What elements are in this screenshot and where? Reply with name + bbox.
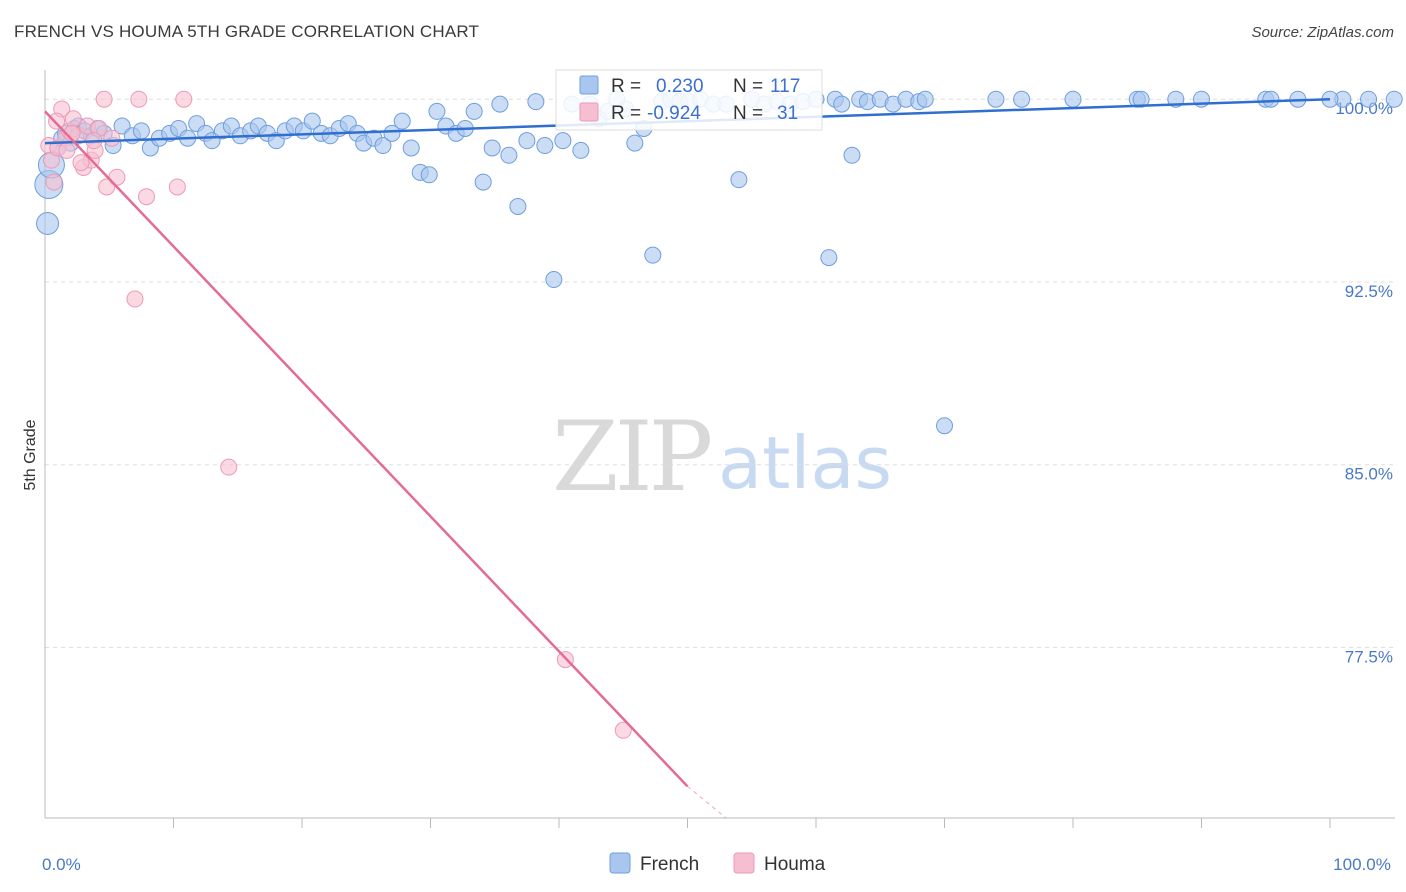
houma-trend-line [44, 110, 689, 788]
french-r-value: 0.230 [656, 76, 704, 97]
french-point [1385, 90, 1403, 108]
y-tick-label: 85.0% [1345, 465, 1393, 484]
french-point [545, 271, 563, 289]
french-n-label: N = [733, 76, 763, 97]
houma-point [614, 721, 632, 739]
french-point [474, 173, 492, 191]
bottom-legend-french-label: French [640, 854, 699, 875]
french-point [383, 124, 401, 142]
french-point [833, 95, 851, 113]
houma-n-label: N = [733, 103, 763, 124]
french-r-label: R = [611, 76, 641, 97]
french-point [527, 93, 545, 111]
french-point [500, 146, 518, 164]
houma-point [48, 112, 66, 130]
french-point [509, 197, 527, 215]
french-point [916, 90, 934, 108]
houma-point [95, 90, 113, 108]
french-point [1132, 90, 1150, 108]
y-tick-label: 77.5% [1345, 647, 1393, 666]
houma-point [168, 178, 186, 196]
houma-trend-extension [687, 785, 727, 819]
houma-n-value: 31 [777, 103, 798, 124]
y-tick-layer: 100.0%92.5%85.0%77.5% [1335, 99, 1393, 666]
houma-point [130, 90, 148, 108]
french-point [572, 141, 590, 159]
french-point [987, 90, 1005, 108]
stats-legend-box [555, 69, 823, 131]
french-point [465, 102, 483, 120]
houma-point [72, 154, 90, 172]
houma-point [98, 178, 116, 196]
y-tick-label: 92.5% [1345, 282, 1393, 301]
french-point [1360, 90, 1378, 108]
french-point [303, 112, 321, 130]
bottom-legend: French Houma [609, 852, 826, 875]
french-point [536, 137, 554, 155]
points-layer [34, 90, 1403, 739]
french-point [1013, 90, 1031, 108]
french-point [374, 137, 392, 155]
y-axis-label: 5th Grade [22, 419, 39, 490]
french-point [518, 132, 536, 150]
grid-layer [45, 98, 1395, 648]
bottom-legend-houma-swatch [733, 852, 755, 874]
houma-point [103, 129, 121, 147]
french-point [491, 95, 509, 113]
french-point [820, 249, 838, 267]
french-point [113, 117, 131, 135]
french-point [936, 417, 953, 435]
french-point [420, 166, 438, 184]
french-point [132, 122, 150, 140]
french-point [1262, 90, 1280, 108]
source-credit: Source: ZipAtlas.com [1251, 24, 1394, 41]
french-point [428, 102, 446, 120]
x-tick-label: 0.0% [42, 855, 81, 874]
french-n-value: 117 [770, 76, 800, 97]
houma-point [64, 110, 82, 128]
houma-point [45, 173, 63, 191]
french-point [393, 112, 411, 130]
houma-point [138, 188, 156, 206]
chart-title: FRENCH VS HOUMA 5TH GRADE CORRELATION CH… [14, 22, 480, 41]
french-point [36, 211, 60, 235]
x-tick-layer: 0.0% 100.0% [42, 818, 1391, 874]
french-point [483, 139, 501, 157]
houma-point [126, 290, 144, 308]
watermark-zip: ZIP [552, 401, 711, 513]
bottom-legend-french-swatch [609, 852, 631, 874]
x-tick-label: 100.0% [1333, 855, 1391, 874]
french-point [644, 246, 662, 264]
houma-r-value: -0.924 [647, 103, 701, 124]
french-point [554, 132, 572, 150]
french-point [402, 139, 420, 157]
bottom-legend-houma-label: Houma [764, 854, 826, 875]
french-point [1064, 90, 1082, 108]
houma-point [220, 458, 238, 476]
houma-r-label: R = [611, 103, 641, 124]
houma-point [58, 141, 76, 159]
houma-point [175, 90, 193, 108]
french-point [843, 146, 861, 164]
watermark-atlas: atlas [718, 421, 892, 505]
french-point [626, 134, 644, 152]
french-legend-swatch [579, 75, 599, 95]
french-point [730, 171, 748, 189]
stats-legend: R = 0.230 N = 117 R = -0.924 N = 31 [555, 69, 823, 131]
houma-legend-swatch [579, 102, 599, 122]
